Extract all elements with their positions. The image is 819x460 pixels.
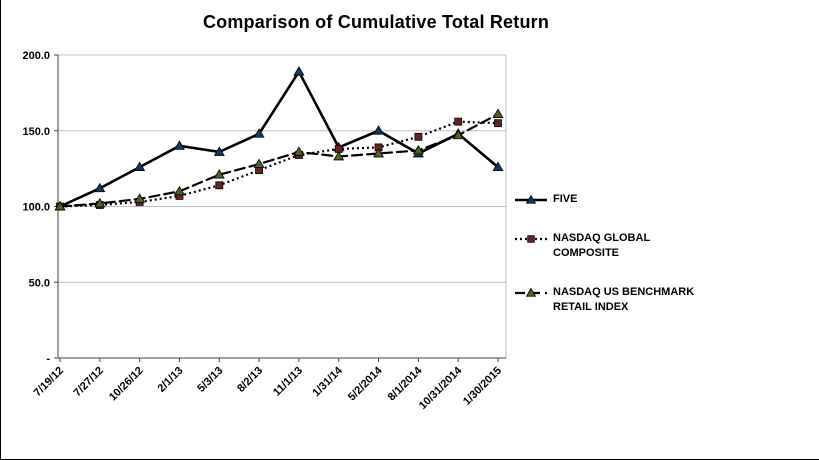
svg-text:5/3/13: 5/3/13 (195, 365, 225, 395)
svg-text:100.0: 100.0 (22, 202, 50, 214)
legend-entry-nasdaq-global-composite: NASDAQ GLOBAL COMPOSITE (515, 231, 703, 261)
legend-line-sample-nasdaq-us-benchmark-retail-index (515, 287, 547, 297)
legend-line-sample-five (515, 194, 547, 204)
legend-line-sample-nasdaq-global-composite (515, 235, 547, 243)
svg-text:1/31/14: 1/31/14 (310, 364, 345, 399)
legend: FIVE NASDAQ GLOBAL COMPOSITE NASDAQ US B… (515, 192, 703, 339)
svg-text:-: - (46, 353, 50, 365)
svg-text:11/1/13: 11/1/13 (271, 365, 305, 399)
svg-text:150.0: 150.0 (22, 126, 50, 138)
chart-title: Comparison of Cumulative Total Return (202, 12, 550, 32)
svg-text:2/1/13: 2/1/13 (155, 365, 185, 395)
legend-label-nasdaq-us-benchmark-retail-index: NASDAQ US BENCHMARK RETAIL INDEX (553, 286, 695, 313)
svg-text:8/1/2014: 8/1/2014 (386, 364, 425, 403)
svg-text:1/30/2015: 1/30/2015 (461, 365, 504, 408)
legend-label-five: FIVE (553, 193, 578, 205)
svg-text:200.0: 200.0 (22, 50, 50, 62)
legend-entry-five: FIVE (515, 192, 703, 207)
svg-text:8/2/13: 8/2/13 (235, 365, 265, 395)
svg-text:7/27/12: 7/27/12 (72, 365, 106, 399)
legend-label-nasdaq-global-composite: NASDAQ GLOBAL COMPOSITE (553, 232, 650, 259)
svg-text:50.0: 50.0 (29, 277, 50, 289)
legend-entry-nasdaq-us-benchmark-retail-index: NASDAQ US BENCHMARK RETAIL INDEX (515, 285, 703, 315)
svg-text:5/2/2014: 5/2/2014 (346, 364, 385, 403)
svg-text:7/19/12: 7/19/12 (32, 365, 66, 399)
svg-text:10/26/12: 10/26/12 (107, 365, 146, 404)
svg-text:10/31/2014: 10/31/2014 (417, 364, 465, 412)
